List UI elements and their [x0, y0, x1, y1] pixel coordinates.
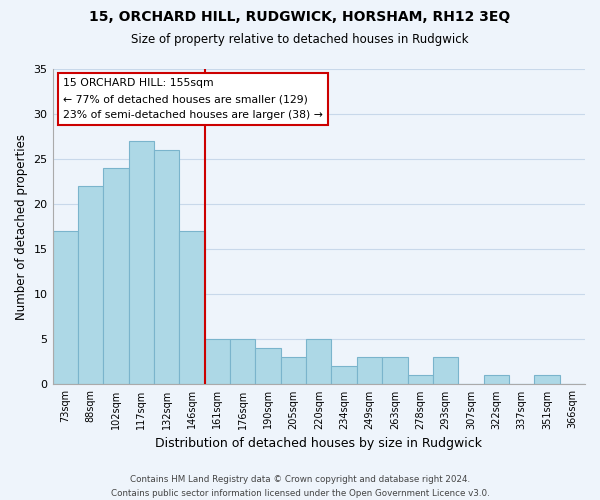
Bar — [357, 358, 382, 384]
Bar — [205, 340, 230, 384]
Bar — [78, 186, 103, 384]
Bar — [179, 231, 205, 384]
Bar — [382, 358, 407, 384]
Bar — [433, 358, 458, 384]
Text: Size of property relative to detached houses in Rudgwick: Size of property relative to detached ho… — [131, 32, 469, 46]
Text: 15 ORCHARD HILL: 155sqm
← 77% of detached houses are smaller (129)
23% of semi-d: 15 ORCHARD HILL: 155sqm ← 77% of detache… — [63, 78, 323, 120]
Bar — [484, 376, 509, 384]
Bar — [281, 358, 306, 384]
Bar — [407, 376, 433, 384]
Y-axis label: Number of detached properties: Number of detached properties — [15, 134, 28, 320]
Bar — [230, 340, 256, 384]
Bar — [103, 168, 128, 384]
Text: 15, ORCHARD HILL, RUDGWICK, HORSHAM, RH12 3EQ: 15, ORCHARD HILL, RUDGWICK, HORSHAM, RH1… — [89, 10, 511, 24]
Bar — [154, 150, 179, 384]
Bar — [128, 141, 154, 384]
Bar — [53, 231, 78, 384]
Bar — [306, 340, 331, 384]
Bar — [256, 348, 281, 384]
Bar — [534, 376, 560, 384]
Text: Contains HM Land Registry data © Crown copyright and database right 2024.
Contai: Contains HM Land Registry data © Crown c… — [110, 476, 490, 498]
Bar — [331, 366, 357, 384]
X-axis label: Distribution of detached houses by size in Rudgwick: Distribution of detached houses by size … — [155, 437, 482, 450]
